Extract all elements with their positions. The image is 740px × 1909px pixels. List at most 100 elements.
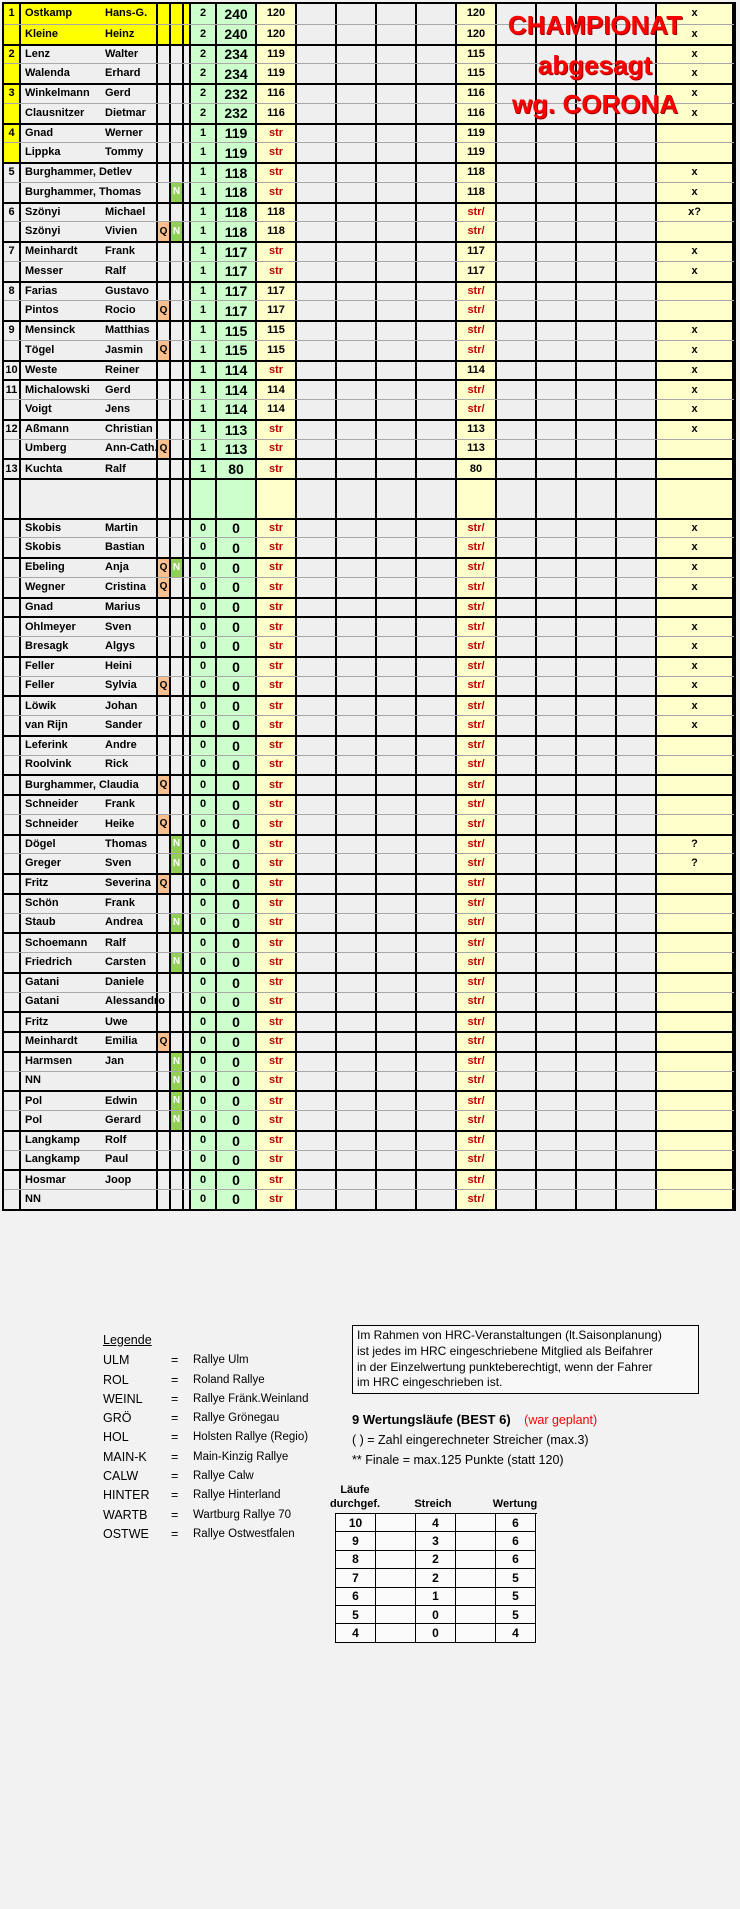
empty-event-cell[interactable]: [417, 835, 457, 854]
empty-event-cell[interactable]: [577, 697, 617, 715]
empty-event-cell[interactable]: [337, 1150, 377, 1170]
empty-event-cell[interactable]: [537, 657, 577, 676]
flag-cell[interactable]: [657, 776, 734, 794]
flag-cell[interactable]: x: [657, 716, 734, 735]
q-marker-cell[interactable]: [158, 361, 171, 380]
empty-event-cell[interactable]: [577, 736, 617, 755]
points-col1-cell[interactable]: str: [257, 992, 297, 1012]
lastname-cell[interactable]: Skobis: [25, 521, 62, 534]
empty-event-cell[interactable]: [497, 913, 537, 933]
empty-event-cell[interactable]: [617, 1013, 657, 1031]
empty-event-cell[interactable]: [577, 222, 617, 241]
events-count-cell[interactable]: 0: [191, 1013, 217, 1031]
n-marker-cell[interactable]: [171, 538, 184, 557]
empty-event-cell[interactable]: [537, 1033, 577, 1051]
empty-event-cell[interactable]: [497, 164, 537, 182]
total-points-cell[interactable]: 0: [217, 697, 257, 715]
empty-event-cell[interactable]: [297, 736, 337, 755]
empty-event-cell[interactable]: [497, 103, 537, 123]
firstname-cell[interactable]: Christian: [103, 420, 158, 439]
n-marker-cell[interactable]: [171, 716, 184, 735]
total-points-cell[interactable]: 119: [217, 143, 257, 162]
flag-cell[interactable]: [657, 1171, 734, 1189]
n-marker-cell[interactable]: [171, 796, 184, 814]
empty-event-cell[interactable]: [417, 1092, 457, 1110]
q-marker-cell[interactable]: Q: [158, 340, 171, 360]
empty-event-cell[interactable]: [417, 322, 457, 340]
points-col2-cell[interactable]: 117: [457, 261, 497, 281]
flag-cell[interactable]: x: [657, 400, 734, 419]
flag-cell[interactable]: [657, 439, 734, 459]
firstname-cell[interactable]: Gerard: [103, 1111, 158, 1130]
empty-event-cell[interactable]: [577, 340, 617, 360]
events-count-cell[interactable]: 0: [191, 1071, 217, 1091]
empty-event-cell[interactable]: [617, 854, 657, 873]
points-col2-cell[interactable]: str/: [457, 577, 497, 597]
total-points-cell[interactable]: 0: [217, 992, 257, 1012]
events-count-cell[interactable]: [191, 480, 217, 518]
n-marker-cell[interactable]: [171, 282, 184, 301]
points-col2-cell[interactable]: 115: [457, 45, 497, 64]
empty-event-cell[interactable]: [497, 1171, 537, 1189]
firstname-cell[interactable]: Andrea: [103, 913, 158, 933]
rank-cell[interactable]: [4, 559, 21, 577]
rank-cell[interactable]: [4, 1013, 21, 1031]
points-col2-cell[interactable]: str/: [457, 1171, 497, 1189]
events-count-cell[interactable]: 0: [191, 755, 217, 775]
rank-cell[interactable]: [4, 1190, 21, 1209]
empty-event-cell[interactable]: [497, 875, 537, 893]
rank-cell[interactable]: [4, 697, 21, 715]
empty-event-cell[interactable]: [337, 4, 377, 24]
wertung-cell[interactable]: 5: [496, 1605, 536, 1625]
points-col2-cell[interactable]: 120: [457, 24, 497, 44]
empty-event-cell[interactable]: [297, 24, 337, 44]
q-marker-cell[interactable]: Q: [158, 676, 171, 696]
empty-event-cell[interactable]: [337, 420, 377, 439]
q-marker-cell[interactable]: [158, 460, 171, 478]
lastname-cell[interactable]: Roolvink: [25, 758, 72, 771]
rank-cell[interactable]: [4, 340, 21, 360]
n-marker-cell[interactable]: N: [171, 913, 184, 933]
empty-event-cell[interactable]: [617, 381, 657, 399]
empty-event-cell[interactable]: [577, 716, 617, 735]
empty-event-cell[interactable]: [297, 697, 337, 715]
q-marker-cell[interactable]: [158, 124, 171, 143]
empty-event-cell[interactable]: [617, 222, 657, 241]
empty-event-cell[interactable]: [337, 24, 377, 44]
events-count-cell[interactable]: 0: [191, 676, 217, 696]
streich-cell[interactable]: 3: [416, 1532, 456, 1551]
empty-event-cell[interactable]: [617, 85, 657, 103]
empty-event-cell[interactable]: [497, 1190, 537, 1209]
empty-event-cell[interactable]: [417, 1171, 457, 1189]
empty-event-cell[interactable]: [297, 973, 337, 992]
rank-cell[interactable]: [4, 577, 21, 597]
lastname-cell[interactable]: Ohlmeyer: [25, 620, 76, 633]
empty-event-cell[interactable]: [417, 103, 457, 123]
q-marker-cell[interactable]: [158, 796, 171, 814]
empty-event-cell[interactable]: [617, 1092, 657, 1110]
flag-cell[interactable]: x: [657, 64, 734, 83]
points-col1-cell[interactable]: str: [257, 519, 297, 538]
lastname-cell[interactable]: Voigt: [25, 402, 52, 415]
events-count-cell[interactable]: 1: [191, 182, 217, 202]
events-count-cell[interactable]: 0: [191, 992, 217, 1012]
empty-event-cell[interactable]: [537, 1092, 577, 1110]
empty-event-cell[interactable]: [337, 776, 377, 794]
n-marker-cell[interactable]: [171, 894, 184, 913]
firstname-cell[interactable]: Jan: [103, 1052, 158, 1071]
points-col1-cell[interactable]: str: [257, 361, 297, 380]
empty-event-cell[interactable]: [337, 480, 377, 518]
empty-event-cell[interactable]: [497, 854, 537, 873]
n-marker-cell[interactable]: N: [171, 1092, 184, 1110]
lastname-cell[interactable]: Leferink: [25, 739, 68, 752]
n-marker-cell[interactable]: [171, 243, 184, 261]
lastname-cell[interactable]: Gnad: [25, 126, 54, 139]
rank-cell[interactable]: [4, 776, 21, 794]
empty-event-cell[interactable]: [297, 755, 337, 775]
points-col2-cell[interactable]: str/: [457, 796, 497, 814]
flag-cell[interactable]: x: [657, 420, 734, 439]
empty-event-cell[interactable]: [577, 439, 617, 459]
empty-event-cell[interactable]: [337, 243, 377, 261]
empty-event-cell[interactable]: [337, 618, 377, 636]
empty-event-cell[interactable]: [537, 538, 577, 557]
